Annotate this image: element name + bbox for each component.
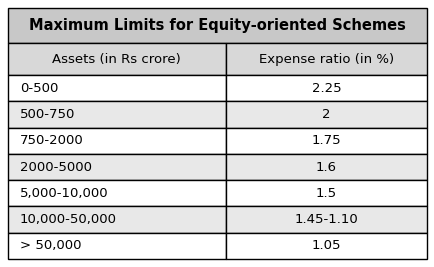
Text: 1.05: 1.05 (311, 239, 341, 252)
Text: 750-2000: 750-2000 (20, 134, 84, 147)
Bar (225, 75, 426, 101)
Text: 2.25: 2.25 (311, 82, 341, 95)
Bar (225, 128, 426, 154)
Bar (225, 154, 426, 180)
Text: 500-750: 500-750 (20, 108, 75, 121)
Bar (8, 154, 225, 180)
Bar (225, 44, 426, 75)
Bar (225, 206, 426, 233)
Text: Expense ratio (in %): Expense ratio (in %) (258, 53, 393, 66)
Text: 1.6: 1.6 (316, 160, 336, 174)
Bar (8, 101, 225, 128)
Bar (8, 128, 225, 154)
Text: Assets (in Rs crore): Assets (in Rs crore) (53, 53, 181, 66)
Bar (225, 101, 426, 128)
Text: 10,000-50,000: 10,000-50,000 (20, 213, 117, 226)
Text: 5,000-10,000: 5,000-10,000 (20, 187, 108, 200)
Bar (8, 8, 426, 44)
Text: 0-500: 0-500 (20, 82, 58, 95)
Bar (8, 206, 225, 233)
Bar (8, 233, 225, 259)
Bar (8, 44, 225, 75)
Bar (225, 180, 426, 206)
Bar (8, 180, 225, 206)
Text: 1.45-1.10: 1.45-1.10 (294, 213, 358, 226)
Text: Maximum Limits for Equity-oriented Schemes: Maximum Limits for Equity-oriented Schem… (29, 18, 405, 33)
Text: 1.75: 1.75 (311, 134, 341, 147)
Bar (8, 75, 225, 101)
Text: > 50,000: > 50,000 (20, 239, 81, 252)
Text: 2000-5000: 2000-5000 (20, 160, 92, 174)
Bar (225, 233, 426, 259)
Text: 1.5: 1.5 (315, 187, 336, 200)
Text: 2: 2 (322, 108, 330, 121)
